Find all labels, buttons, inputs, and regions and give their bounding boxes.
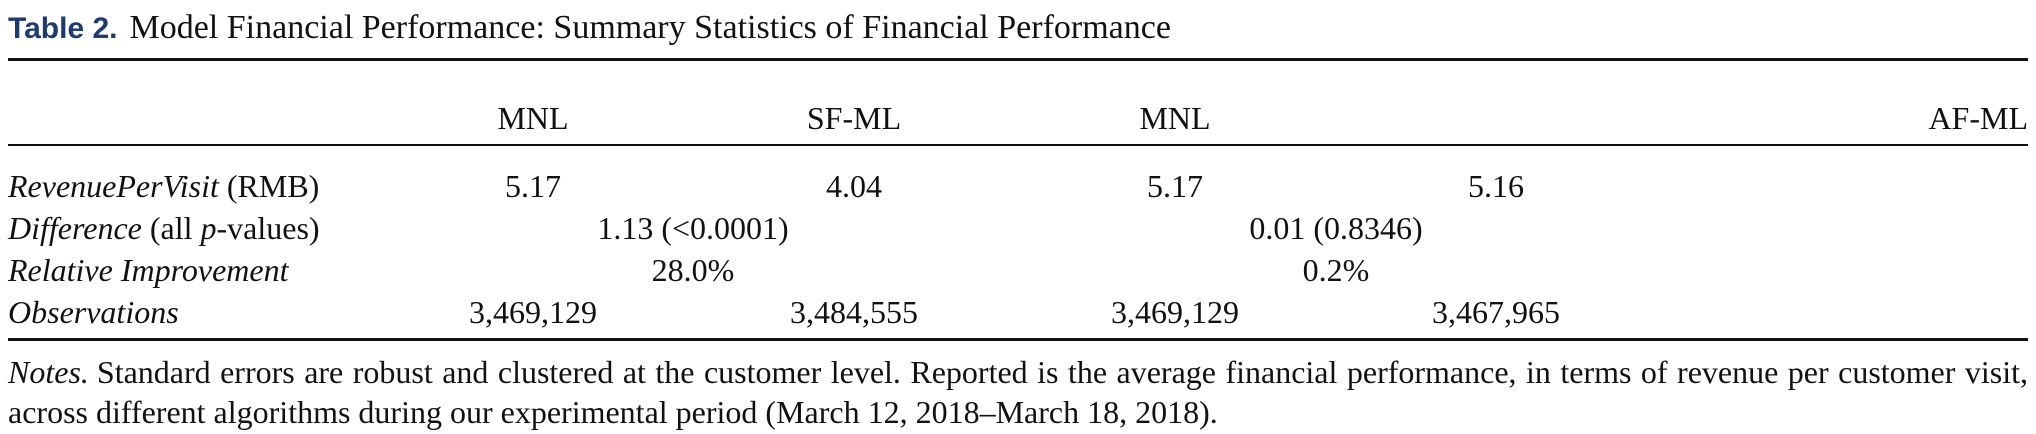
col-header-sf-ml: SF-ML: [806, 100, 902, 136]
table-caption: Table 2. Model Financial Performance: Sum…: [8, 6, 1171, 51]
row-label-revenue-per-visit: RevenuePerVisit (RMB): [8, 168, 320, 204]
table-number: Table 2.: [8, 12, 118, 45]
cell-difference-mnl-vs-af-ml: 0.01 (0.8346): [1249, 210, 1423, 246]
cell-observations-mnl-1: 3,469,129: [469, 294, 597, 330]
cell-revenue-sf-ml: 4.04: [826, 168, 882, 204]
bottom-rule: [8, 338, 2028, 341]
cell-revenue-mnl-2: 5.17: [1147, 168, 1203, 204]
cell-revenue-mnl-1: 5.17: [505, 168, 561, 204]
notes-text: Standard errors are robust and clustered…: [8, 354, 2028, 430]
notes-label: Notes.: [8, 354, 89, 390]
cell-revenue-af-ml: 5.16: [1468, 168, 1524, 204]
cell-observations-mnl-2: 3,469,129: [1111, 294, 1239, 330]
cell-difference-mnl-vs-sf-ml: 1.13 (<0.0001): [597, 210, 789, 246]
col-header-mnl-1: MNL: [497, 100, 569, 136]
cell-improvement-mnl-vs-sf-ml: 28.0%: [651, 252, 735, 288]
header-rule: [8, 144, 2028, 146]
table-title: Model Financial Performance: Summary Sta…: [129, 9, 1171, 46]
cell-improvement-mnl-vs-af-ml: 0.2%: [1302, 252, 1370, 288]
row-label-observations: Observations: [8, 294, 179, 330]
row-label-relative-improvement: Relative Improvement: [8, 252, 289, 288]
top-rule: [8, 58, 2028, 61]
col-header-af-ml: AF-ML: [1928, 100, 2028, 136]
cell-observations-af-ml: 3,467,965: [1432, 294, 1560, 330]
row-label-difference: Difference (all p-values): [8, 210, 320, 246]
col-header-mnl-2: MNL: [1139, 100, 1211, 136]
table-notes: Notes. Standard errors are robust and clu…: [8, 352, 2028, 432]
cell-observations-sf-ml: 3,484,555: [790, 294, 918, 330]
